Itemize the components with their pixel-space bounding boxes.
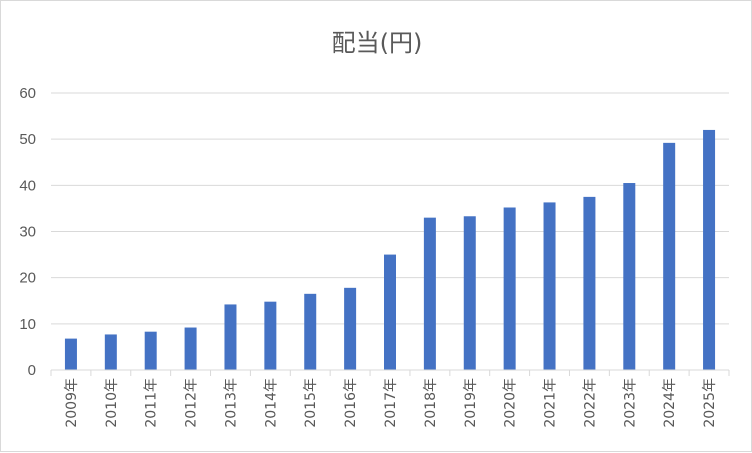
- bar: [623, 183, 636, 370]
- x-tick-label: 2011年: [144, 378, 160, 428]
- bar: [344, 287, 357, 370]
- x-tick-label: 2014年: [263, 378, 279, 428]
- bar: [663, 142, 676, 370]
- x-tick-label: 2020年: [503, 378, 519, 428]
- x-tick-label: 2012年: [184, 378, 200, 428]
- gridlines: [51, 92, 729, 325]
- bar: [463, 216, 476, 370]
- bar: [264, 301, 277, 370]
- bar: [64, 338, 77, 370]
- bar: [543, 202, 556, 370]
- y-tick-label: 20: [19, 270, 36, 287]
- x-tick-label: 2015年: [303, 378, 319, 428]
- x-tick-label: 2016年: [343, 378, 359, 428]
- bar: [144, 331, 157, 370]
- bar: [423, 217, 436, 370]
- y-tick-labels: 0 10 20 30 40 50 60: [19, 85, 36, 379]
- x-tick-label: 2009年: [64, 378, 80, 428]
- bar: [703, 129, 716, 370]
- bar: [503, 207, 516, 370]
- y-tick-label: 30: [19, 224, 36, 241]
- y-tick-label: 50: [19, 131, 36, 148]
- y-tick-label: 10: [19, 316, 36, 333]
- y-tick-label: 60: [19, 85, 36, 102]
- y-tick-label: 0: [28, 362, 36, 379]
- x-tick-label: 2023年: [622, 378, 638, 428]
- bars: [64, 129, 716, 370]
- bar: [304, 293, 317, 370]
- x-tick-label: 2019年: [463, 378, 479, 428]
- x-tick-label: 2018年: [423, 378, 439, 428]
- x-tick-label: 2021年: [543, 378, 559, 428]
- bar: [384, 254, 396, 370]
- x-tick-label: 2013年: [223, 378, 239, 428]
- bar: [104, 334, 117, 370]
- bar: [583, 196, 596, 370]
- chart-title: 配当(円): [332, 29, 423, 57]
- x-tick-label: 2017年: [383, 378, 399, 428]
- x-tick-label: 2025年: [702, 378, 718, 428]
- y-tick-label: 40: [19, 177, 36, 194]
- axes: [50, 369, 730, 376]
- x-tick-label: 2022年: [582, 378, 598, 428]
- bar: [184, 327, 197, 370]
- x-tick-label: 2010年: [104, 378, 120, 428]
- bar: [224, 304, 237, 370]
- x-tick-label: 2024年: [662, 378, 678, 428]
- x-tick-labels: 2009年 2010年 2011年 2012年 2013年 2014年 2015年 2016年…: [64, 378, 718, 428]
